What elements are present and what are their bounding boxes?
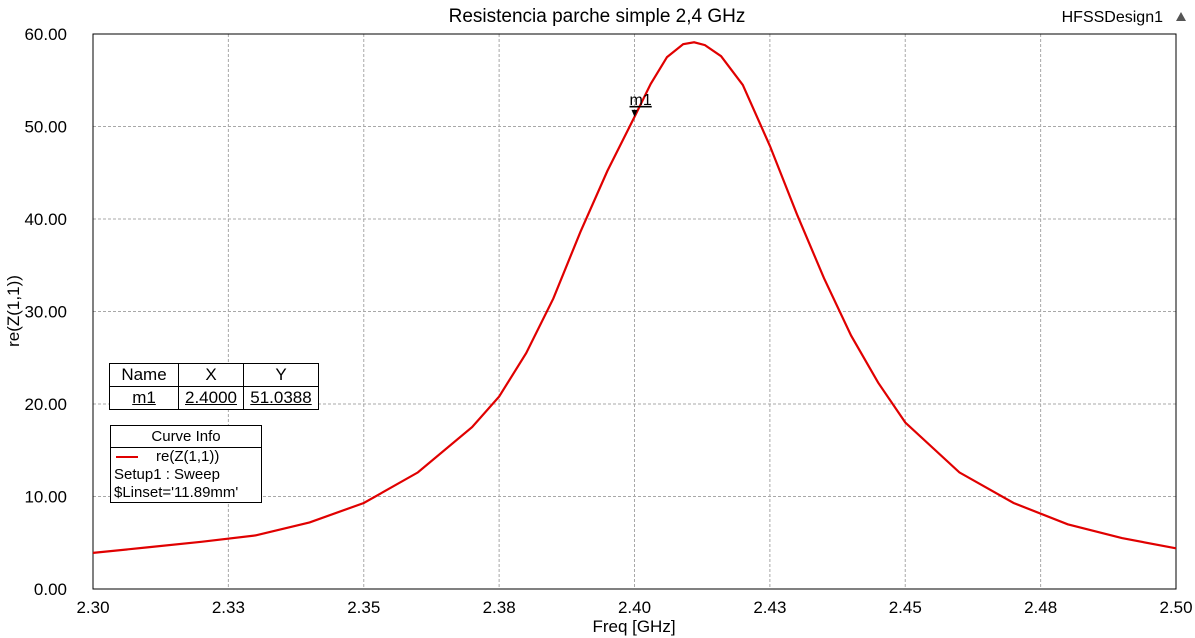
- y-tick-label: 0.00: [34, 580, 67, 599]
- y-tick-label: 10.00: [24, 488, 67, 507]
- legend-swatch: [116, 456, 138, 459]
- plot-frame: [92, 33, 1177, 590]
- marker-table-cell-x: 2.4000: [178, 386, 244, 410]
- y-axis-label: re(Z(1,1)): [4, 275, 23, 347]
- design-name: HFSSDesign1: [1062, 9, 1163, 26]
- y-tick-label: 40.00: [24, 210, 67, 229]
- x-tick-label: 2.40: [618, 598, 651, 617]
- x-tick-label: 2.33: [212, 598, 245, 617]
- marker-pointer: [631, 109, 638, 117]
- chart-title: Resistencia parche simple 2,4 GHz: [449, 6, 746, 27]
- x-tick-label: 2.48: [1024, 598, 1057, 617]
- x-tick-labels: 2.30 2.33 2.35 2.38 2.40 2.43 2.45 2.48 2.50: [76, 598, 1192, 617]
- curve-info-legend[interactable]: Curve Info re(Z(1,1)) Setup1 : Sweep $Li…: [110, 425, 262, 503]
- legend-variable-line: $Linset='11.89mm': [114, 484, 239, 501]
- y-tick-label: 60.00: [24, 25, 67, 44]
- x-tick-label: 2.43: [753, 598, 786, 617]
- x-tick-label: 2.45: [889, 598, 922, 617]
- x-tick-label: 2.50: [1159, 598, 1192, 617]
- marker-label: m1: [630, 92, 652, 109]
- legend-entry: re(Z(1,1)): [111, 448, 261, 466]
- x-axis-label: Freq [GHz]: [592, 617, 675, 636]
- series-line-re-z11[interactable]: [92, 41, 1177, 554]
- x-tick-label: 2.38: [483, 598, 516, 617]
- marker-table[interactable]: Name X Y m1 2.4000 51.0388: [109, 363, 319, 410]
- y-tick-label: 50.00: [24, 118, 67, 137]
- marker-table-cell-y: 51.0388: [243, 386, 319, 410]
- marker-table-cell-name: m1: [109, 386, 179, 410]
- y-tick-label: 30.00: [24, 303, 67, 322]
- y-tick-label: 20.00: [24, 395, 67, 414]
- marker-table-header-x: X: [178, 363, 244, 387]
- y-tick-labels: 0.00 10.00 20.00 30.00 40.00 50.00 60.00: [24, 25, 67, 599]
- x-tick-label: 2.30: [76, 598, 109, 617]
- marker-m1[interactable]: m1: [630, 92, 652, 117]
- legend-setup-line: Setup1 : Sweep: [114, 466, 220, 483]
- triangle-up-icon: [1176, 12, 1186, 21]
- curve-info-header: Curve Info: [111, 426, 261, 448]
- x-tick-label: 2.35: [347, 598, 380, 617]
- legend-series-name: re(Z(1,1)): [156, 448, 220, 465]
- marker-table-header-y: Y: [243, 363, 319, 387]
- marker-table-header-name: Name: [109, 363, 179, 387]
